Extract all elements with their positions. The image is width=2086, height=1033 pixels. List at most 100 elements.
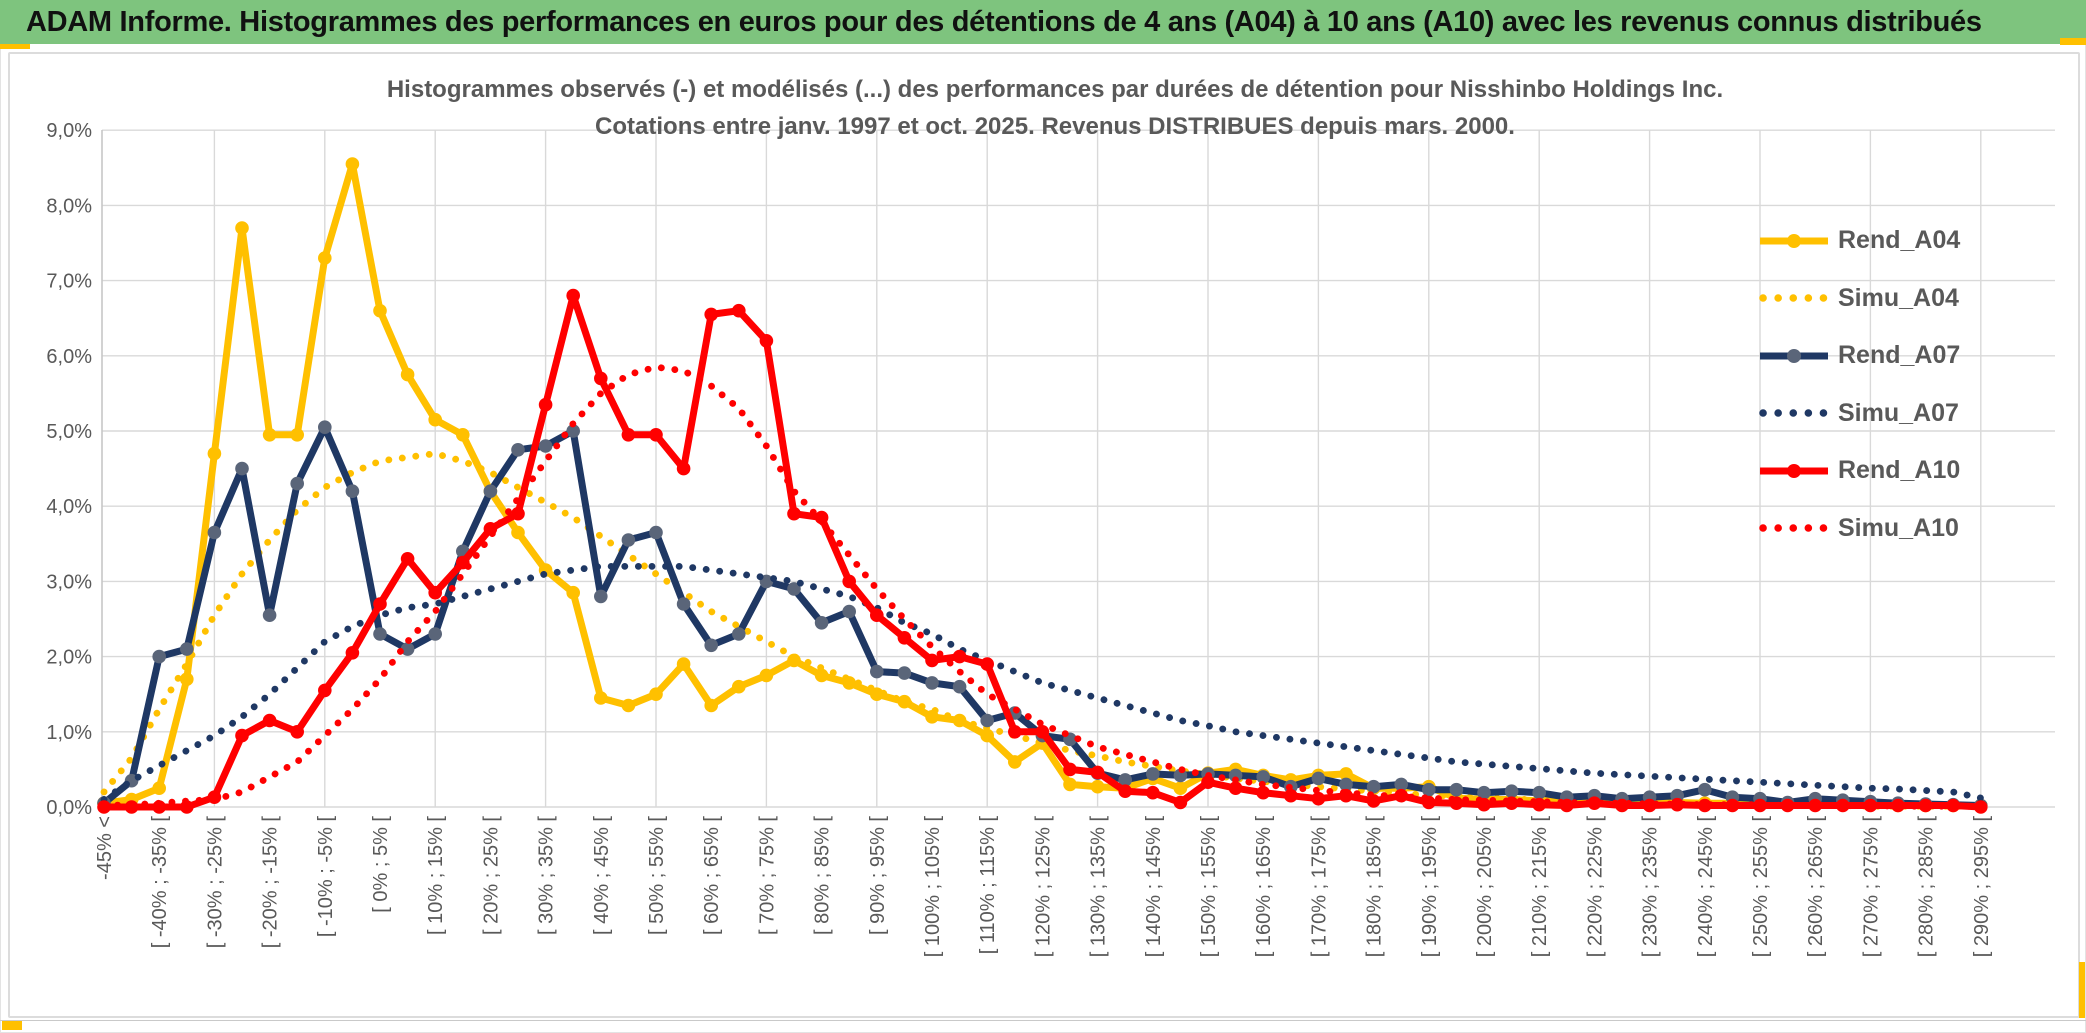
data-point-marker — [870, 687, 884, 701]
data-point-marker — [1090, 779, 1105, 794]
x-axis-tick: [ 140% ; 145% [ — [1143, 816, 1165, 958]
right-accent-bottom — [2079, 962, 2085, 1018]
data-point-marker — [290, 476, 305, 491]
series-Rend_A07 — [97, 420, 1988, 813]
series-Rend_A04 — [97, 157, 1988, 813]
data-point-marker — [262, 428, 277, 442]
data-point-marker — [207, 446, 222, 461]
data-point-marker — [400, 552, 415, 566]
data-point-marker — [428, 585, 443, 600]
data-point-marker — [1780, 798, 1795, 813]
chart-title-line2: Cotations entre janv. 1997 et oct. 2025.… — [595, 113, 1515, 140]
x-axis-tick: [ 250% ; 255% [ — [1750, 816, 1772, 958]
data-point-marker — [262, 713, 277, 728]
x-axis-tick: [ 90% ; 95% [ — [867, 816, 889, 935]
data-point-marker — [842, 574, 856, 589]
data-point-marker — [1063, 777, 1077, 792]
x-axis-tick: [ 260% ; 265% [ — [1805, 816, 1827, 958]
x-axis-tick: [ 60% ; 65% [ — [701, 816, 723, 935]
data-point-marker — [400, 367, 415, 382]
data-point-marker — [290, 725, 305, 739]
legend-sample-solid — [1760, 348, 1828, 363]
x-axis-tick: [ 190% ; 195% [ — [1419, 816, 1441, 958]
x-axis-tick: [ 40% ; 45% [ — [591, 816, 613, 935]
data-point-marker — [1284, 788, 1298, 803]
x-axis-tick: [ 110% ; 115% [ — [977, 816, 999, 955]
data-point-marker — [704, 638, 718, 653]
x-axis-tick: [ 10% ; 15% [ — [425, 816, 447, 935]
data-point-marker — [566, 288, 580, 303]
data-point-marker — [594, 589, 608, 604]
data-point-marker — [373, 627, 387, 641]
data-point-marker — [400, 642, 415, 656]
data-point-marker — [1118, 784, 1132, 798]
data-point-marker — [1201, 775, 1215, 789]
y-axis-tick: 3,0% — [46, 571, 92, 593]
legend-item-Rend_A10: Rend_A10 — [1758, 442, 2058, 500]
data-point-marker — [732, 303, 746, 318]
x-axis-tick: [ 30% ; 35% [ — [536, 816, 558, 935]
x-axis-tick: [ 210% ; 215% [ — [1529, 816, 1551, 958]
data-point-marker — [483, 484, 498, 499]
data-point-marker — [1035, 725, 1050, 739]
y-axis-tick: 2,0% — [46, 647, 92, 669]
data-point-marker — [1339, 767, 1353, 781]
data-point-marker — [759, 334, 774, 348]
data-point-marker — [952, 679, 967, 694]
data-point-marker — [1477, 785, 1491, 800]
x-axis-tick: [ 170% ; 175% [ — [1308, 816, 1330, 958]
data-point-marker — [373, 303, 387, 318]
data-point-marker — [1366, 779, 1381, 794]
data-point-marker — [594, 371, 608, 386]
y-axis-tick: 8,0% — [46, 195, 92, 217]
data-point-marker — [1311, 771, 1326, 786]
data-point-marker — [1311, 791, 1326, 806]
data-point-marker — [897, 666, 912, 680]
chart-area-box — [8, 52, 2080, 1018]
data-point-marker — [345, 484, 360, 499]
series-line-solid — [100, 160, 1985, 809]
data-point-marker — [1063, 762, 1077, 777]
data-point-marker — [1173, 781, 1188, 795]
data-point-marker — [676, 597, 691, 611]
data-point-marker — [594, 691, 608, 705]
x-axis-tick: [ 220% ; 225% [ — [1584, 816, 1606, 958]
x-axis-tick: [ 180% ; 185% [ — [1364, 816, 1386, 958]
series-Rend_A10 — [97, 288, 1988, 814]
legend-sample-solid — [1760, 233, 1828, 248]
data-point-marker — [1173, 795, 1188, 810]
data-point-marker — [1836, 798, 1850, 813]
data-point-marker — [676, 657, 691, 671]
data-point-marker — [814, 616, 829, 630]
data-point-marker — [152, 649, 166, 664]
series-line-dotted — [100, 563, 1985, 803]
data-point-marker — [180, 672, 194, 686]
data-point-marker — [870, 664, 884, 679]
data-point-marker — [345, 157, 360, 171]
x-axis-tick: [ 200% ; 205% [ — [1474, 816, 1496, 958]
data-point-marker — [1008, 755, 1022, 769]
y-axis-tick: 0,0% — [46, 797, 92, 819]
data-point-marker — [925, 676, 939, 690]
x-axis-tick: [ 70% ; 75% [ — [756, 816, 778, 935]
data-point-marker — [538, 397, 553, 412]
data-point-marker — [235, 728, 249, 743]
header-accent-right — [2060, 38, 2086, 45]
data-point-marker — [1394, 777, 1408, 792]
data-point-marker — [1422, 782, 1436, 797]
data-point-marker — [290, 428, 305, 442]
legend-sample-dotted — [1759, 524, 1829, 532]
y-axis-tick: 5,0% — [46, 421, 92, 443]
data-point-marker — [1642, 798, 1657, 813]
bottom-divider — [0, 1020, 2086, 1021]
x-axis-tick: [ 230% ; 235% [ — [1640, 816, 1662, 958]
data-point-marker — [1256, 770, 1270, 784]
legend-sample-dotted — [1759, 409, 1829, 417]
x-axis-tick: [ 240% ; 245% [ — [1695, 816, 1717, 958]
data-point-marker — [980, 713, 994, 728]
data-point-marker — [897, 631, 912, 645]
legend-label: Rend_A10 — [1838, 456, 1961, 485]
series-Simu_A10 — [100, 363, 1985, 810]
data-point-marker — [870, 608, 884, 622]
y-axis-tick: 7,0% — [46, 271, 92, 293]
